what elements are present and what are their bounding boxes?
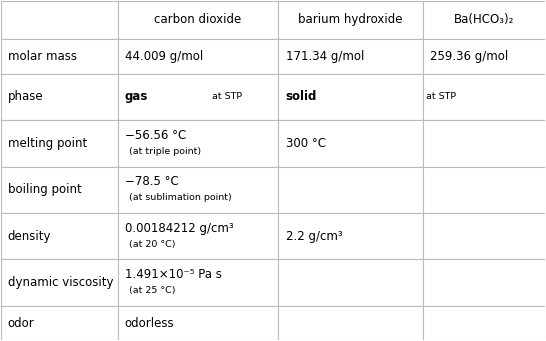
Text: −78.5 °C: −78.5 °C	[125, 175, 179, 188]
Bar	[278, 260, 423, 306]
Bar	[423, 260, 545, 306]
Text: 1.491×10⁻⁵ Pa s: 1.491×10⁻⁵ Pa s	[125, 268, 222, 281]
Text: (at triple point): (at triple point)	[129, 147, 201, 156]
Text: carbon dioxide: carbon dioxide	[155, 13, 242, 27]
Text: odorless: odorless	[125, 316, 175, 330]
Text: odor: odor	[8, 316, 34, 330]
Text: density: density	[8, 230, 51, 243]
Bar	[118, 213, 278, 260]
Text: (at sublimation point): (at sublimation point)	[129, 193, 232, 203]
Bar	[278, 120, 423, 166]
Bar	[278, 1, 423, 39]
Text: molar mass: molar mass	[8, 50, 77, 63]
Text: (at 25 °C): (at 25 °C)	[129, 286, 176, 295]
Bar	[278, 306, 423, 340]
Bar	[118, 260, 278, 306]
Bar	[1, 120, 118, 166]
Bar	[423, 213, 545, 260]
Bar	[278, 213, 423, 260]
Text: 2.2 g/cm³: 2.2 g/cm³	[286, 230, 342, 243]
Text: 0.00184212 g/cm³: 0.00184212 g/cm³	[125, 222, 234, 235]
Text: barium hydroxide: barium hydroxide	[298, 13, 403, 27]
Bar	[423, 166, 545, 213]
Bar	[1, 74, 118, 120]
Bar	[423, 1, 545, 39]
Bar	[423, 74, 545, 120]
Text: solid: solid	[286, 90, 317, 103]
Text: 171.34 g/mol: 171.34 g/mol	[286, 50, 364, 63]
Text: at STP: at STP	[212, 92, 242, 101]
Bar	[1, 260, 118, 306]
Text: boiling point: boiling point	[8, 183, 81, 196]
Bar	[423, 120, 545, 166]
Bar	[118, 306, 278, 340]
Bar	[423, 306, 545, 340]
Bar	[118, 39, 278, 74]
Text: gas: gas	[125, 90, 149, 103]
Bar	[1, 1, 118, 39]
Bar	[118, 166, 278, 213]
Bar	[1, 306, 118, 340]
Text: Ba(HCO₃)₂: Ba(HCO₃)₂	[454, 13, 514, 27]
Text: phase: phase	[8, 90, 43, 103]
Bar	[423, 39, 545, 74]
Text: melting point: melting point	[8, 137, 87, 150]
Text: dynamic viscosity: dynamic viscosity	[8, 276, 113, 289]
Text: at STP: at STP	[426, 92, 456, 101]
Bar	[1, 213, 118, 260]
Bar	[118, 74, 278, 120]
Text: 300 °C: 300 °C	[286, 137, 325, 150]
Bar	[118, 120, 278, 166]
Bar	[1, 39, 118, 74]
Bar	[118, 1, 278, 39]
Bar	[278, 166, 423, 213]
Text: −56.56 °C: −56.56 °C	[125, 129, 186, 142]
Bar	[1, 166, 118, 213]
Bar	[278, 74, 423, 120]
Bar	[278, 39, 423, 74]
Text: 44.009 g/mol: 44.009 g/mol	[125, 50, 203, 63]
Text: 259.36 g/mol: 259.36 g/mol	[430, 50, 508, 63]
Text: (at 20 °C): (at 20 °C)	[129, 240, 176, 249]
